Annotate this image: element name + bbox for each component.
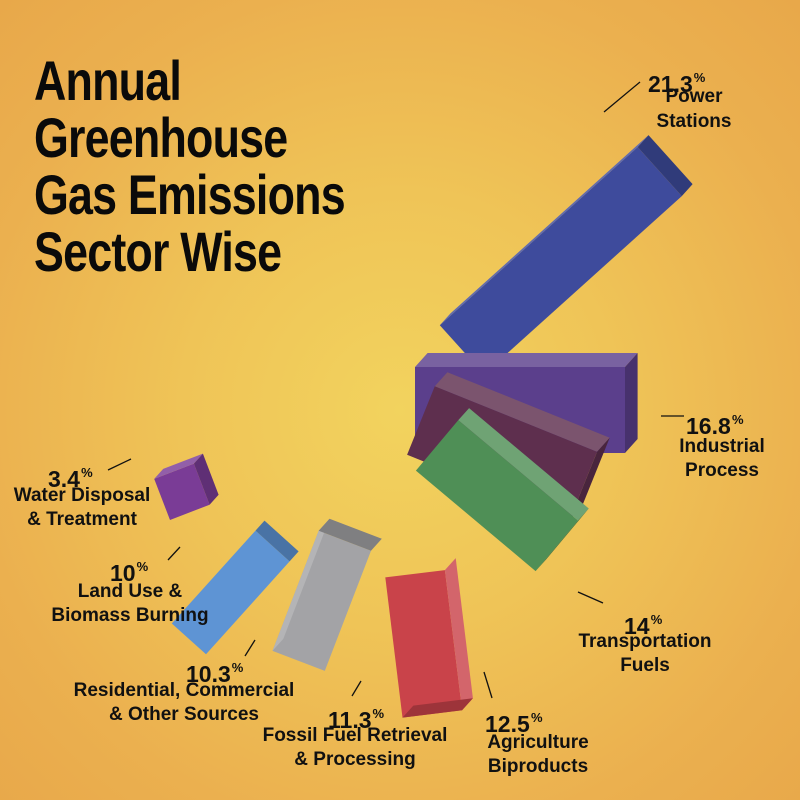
bar-1-top bbox=[439, 135, 649, 326]
bar-6-top bbox=[272, 518, 330, 651]
leader-line-3 bbox=[577, 591, 604, 604]
leader-line-6 bbox=[244, 639, 256, 657]
percent-sign-7: % bbox=[137, 559, 149, 574]
category-label-1-line-2: Stations bbox=[657, 111, 732, 132]
value-label-4: 12.5 bbox=[485, 711, 530, 737]
value-label-1: 21.3 bbox=[648, 71, 693, 97]
category-label-2-line-1: Industrial bbox=[679, 436, 765, 457]
percent-sign-4: % bbox=[531, 710, 543, 725]
title-line-1: Annual bbox=[34, 49, 182, 112]
leader-line-1 bbox=[603, 81, 641, 113]
bar-1-end bbox=[637, 135, 693, 197]
bar-5-top bbox=[444, 558, 473, 711]
category-label-5-line-1: Fossil Fuel Retrieval bbox=[263, 725, 448, 746]
bar-2-top bbox=[415, 353, 638, 367]
bar-7-front bbox=[171, 530, 290, 655]
bar-7 bbox=[171, 520, 299, 655]
category-label-4-line-1: Agriculture bbox=[487, 732, 588, 753]
bar-7-end bbox=[255, 520, 299, 562]
percent-sign-6: % bbox=[232, 660, 244, 675]
leader-line-8 bbox=[107, 458, 132, 471]
value-label-2: 16.8 bbox=[686, 413, 731, 439]
bar-3-top bbox=[434, 372, 610, 452]
title-line-3: Gas Emissions bbox=[34, 163, 346, 226]
bar-8 bbox=[154, 453, 219, 520]
leader-line-4 bbox=[483, 671, 493, 699]
value-label-3: 14 bbox=[624, 613, 650, 639]
category-label-1-line-1: Power bbox=[665, 86, 723, 107]
value-label-5: 11.3 bbox=[328, 707, 372, 733]
category-label-8-line-2: & Treatment bbox=[27, 509, 137, 530]
bar-4-front bbox=[415, 420, 578, 572]
bar-7-top bbox=[171, 520, 265, 624]
percent-sign-3: % bbox=[651, 612, 663, 627]
title-line-4: Sector Wise bbox=[34, 220, 282, 283]
title-line-2: Greenhouse bbox=[34, 106, 288, 169]
bar-5 bbox=[385, 558, 473, 718]
category-label-5-line-2: & Processing bbox=[294, 749, 415, 770]
chart-title: Annual Greenhouse Gas Emissions Sector W… bbox=[34, 49, 346, 283]
bar-1 bbox=[439, 135, 693, 375]
bar-8-top bbox=[154, 453, 203, 479]
percent-sign-2: % bbox=[732, 412, 744, 427]
bar-6-end bbox=[318, 518, 382, 551]
bar-8-front bbox=[154, 463, 210, 520]
value-label-7: 10 bbox=[110, 560, 136, 586]
bar-3-end bbox=[569, 437, 610, 521]
percent-sign-5: % bbox=[373, 706, 385, 721]
bar-4 bbox=[415, 408, 589, 572]
category-label-7-line-2: Biomass Burning bbox=[51, 605, 208, 626]
bar-4-end bbox=[535, 508, 589, 572]
bar-5-front bbox=[385, 570, 463, 718]
category-label-6-line-1: Residential, Commercial bbox=[74, 680, 295, 701]
category-label-3-line-1: Transportation bbox=[578, 631, 711, 652]
percent-sign-8: % bbox=[81, 465, 93, 480]
category-label-7-line-1: Land Use & bbox=[78, 581, 183, 602]
bar-2-end bbox=[625, 353, 638, 453]
percent-sign-1: % bbox=[694, 70, 706, 85]
category-label-8-line-1: Water Disposal bbox=[14, 485, 151, 506]
category-label-4-line-2: Biproducts bbox=[488, 756, 588, 777]
bar-6-front bbox=[272, 530, 371, 671]
bar-6 bbox=[272, 518, 382, 671]
bar-4-top bbox=[458, 408, 589, 521]
category-label-3-line-2: Fuels bbox=[620, 655, 670, 676]
bar-5-end bbox=[402, 698, 473, 718]
bar-1-front bbox=[439, 147, 682, 375]
leader-line-5 bbox=[351, 680, 362, 697]
category-label-6-line-2: & Other Sources bbox=[109, 704, 259, 725]
leader-line-7 bbox=[167, 546, 181, 561]
value-label-8: 3.4 bbox=[48, 466, 80, 492]
value-label-6: 10.3 bbox=[186, 661, 231, 687]
category-label-2-line-2: Process bbox=[685, 460, 759, 481]
bar-8-end bbox=[193, 453, 219, 505]
